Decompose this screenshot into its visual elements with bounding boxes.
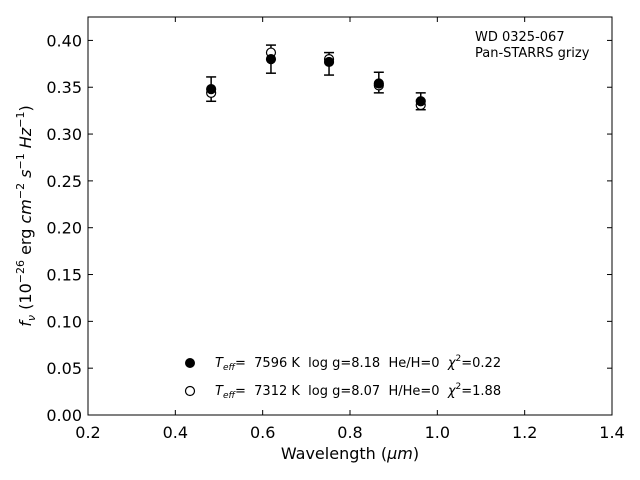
x-tick-label: 0.8 — [337, 423, 362, 442]
y-tick-label: 0.05 — [46, 359, 82, 378]
x-tick-label: 0.6 — [250, 423, 275, 442]
x-tick-label: 1.2 — [512, 423, 537, 442]
point-filled — [323, 56, 335, 68]
y-tick-label: 0.25 — [46, 172, 82, 191]
x-tick-label: 0.2 — [75, 423, 100, 442]
x-ticks: 0.2 0.4 0.6 0.8 1.0 1.2 1.4 — [75, 17, 625, 442]
point-filled — [206, 84, 217, 95]
point-filled — [373, 78, 384, 89]
y-tick-label: 0.10 — [46, 312, 82, 331]
legend-entry-1: Teff= 7596 K log g=8.18 He/H=0 χ2=0.22 — [215, 354, 501, 373]
x-tick-label: 1.4 — [599, 423, 624, 442]
y-tick-label: 0.15 — [46, 266, 82, 285]
y-tick-label: 0.00 — [46, 406, 82, 425]
legend-entry-2: Teff= 7312 K log g=8.07 H/He=0 χ2=1.88 — [215, 382, 501, 401]
annotation-line-2: Pan-STARRS grizy — [475, 46, 590, 61]
y-tick-label: 0.20 — [46, 219, 82, 238]
point-filled — [415, 96, 426, 107]
y-ticks: 0.00 0.05 0.10 0.15 0.20 0.25 0.30 0.35 0.40 — [46, 31, 612, 425]
legend-marker-open — [184, 385, 196, 397]
x-tick-label: 0.4 — [163, 423, 188, 442]
y-tick-label: 0.30 — [46, 125, 82, 144]
y-tick-label: 0.35 — [46, 78, 82, 97]
legend-marker-filled — [185, 358, 195, 368]
x-axis-label: Wavelength (μm) — [281, 444, 419, 463]
error-bars — [206, 44, 426, 111]
annotation-line-1: WD 0325-067 — [475, 30, 565, 45]
point-filled — [265, 54, 277, 65]
data-markers — [206, 47, 426, 111]
x-tick-label: 1.0 — [425, 423, 450, 442]
y-tick-label: 0.40 — [46, 31, 82, 50]
y-axis-label: fν (10−26 erg cm−2 s−1 Hz−1) — [14, 105, 38, 326]
legend: Teff= 7596 K log g=8.18 He/H=0 χ2=0.22 T… — [184, 354, 501, 401]
